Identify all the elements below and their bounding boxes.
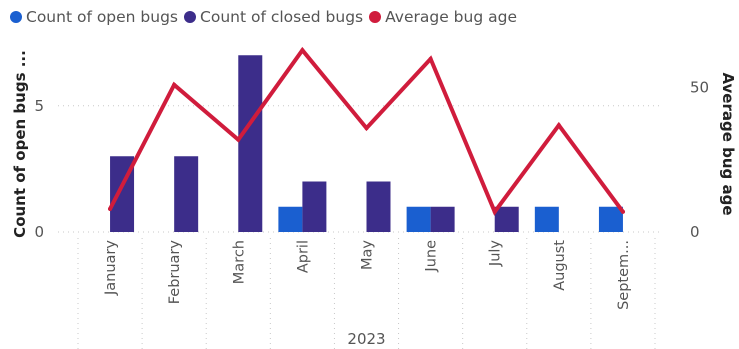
bar-closed-bugs: [494, 206, 519, 232]
right-tick-label: 0: [690, 223, 700, 241]
point-average-bug-age: [620, 209, 625, 214]
bar-open-bugs: [278, 206, 303, 232]
x-tick-label: April: [295, 240, 311, 273]
left-tick-label: 5: [34, 97, 44, 115]
bar-closed-bugs: [366, 181, 391, 232]
bar-closed-bugs: [430, 206, 455, 232]
left-tick-label: 0: [34, 223, 44, 241]
legend-label-average-age: Average bug age: [385, 8, 517, 26]
x-tick-label: January: [103, 240, 119, 296]
x-tick-label: August: [552, 240, 568, 291]
legend-swatch-average-age: [369, 11, 382, 23]
legend-item-average-age[interactable]: Average bug age: [369, 8, 517, 26]
bar-closed-bugs: [174, 156, 199, 232]
chart-legend: Count of open bugs Count of closed bugs …: [10, 6, 523, 28]
x-tick-label: May: [360, 240, 376, 270]
point-average-bug-age: [172, 82, 177, 87]
point-average-bug-age: [492, 209, 497, 214]
point-average-bug-age: [364, 126, 369, 131]
legend-item-open-bugs[interactable]: Count of open bugs: [10, 8, 178, 26]
x-tick-label: Septem...: [616, 240, 632, 310]
legend-label-open-bugs: Count of open bugs: [26, 8, 179, 26]
x-tick-label: February: [167, 240, 183, 305]
bar-closed-bugs: [238, 55, 263, 232]
legend-swatch-closed-bugs: [184, 11, 197, 23]
bar-open-bugs: [406, 206, 431, 232]
x-group-label: 2023: [347, 330, 385, 348]
point-average-bug-age: [428, 56, 433, 61]
bar-open-bugs: [598, 206, 623, 232]
legend-item-closed-bugs[interactable]: Count of closed bugs: [184, 8, 363, 26]
legend-label-closed-bugs: Count of closed bugs: [200, 8, 364, 26]
bar-closed-bugs: [302, 181, 327, 232]
point-average-bug-age: [236, 137, 241, 142]
bar-open-bugs: [534, 206, 559, 232]
point-average-bug-age: [108, 206, 113, 211]
point-average-bug-age: [300, 48, 305, 53]
right-tick-label: 50: [690, 79, 709, 97]
legend-swatch-open-bugs: [10, 11, 22, 23]
x-tick-label: June: [424, 240, 440, 273]
x-tick-label: March: [231, 240, 247, 284]
point-average-bug-age: [556, 123, 561, 128]
x-tick-label: July: [488, 240, 504, 267]
